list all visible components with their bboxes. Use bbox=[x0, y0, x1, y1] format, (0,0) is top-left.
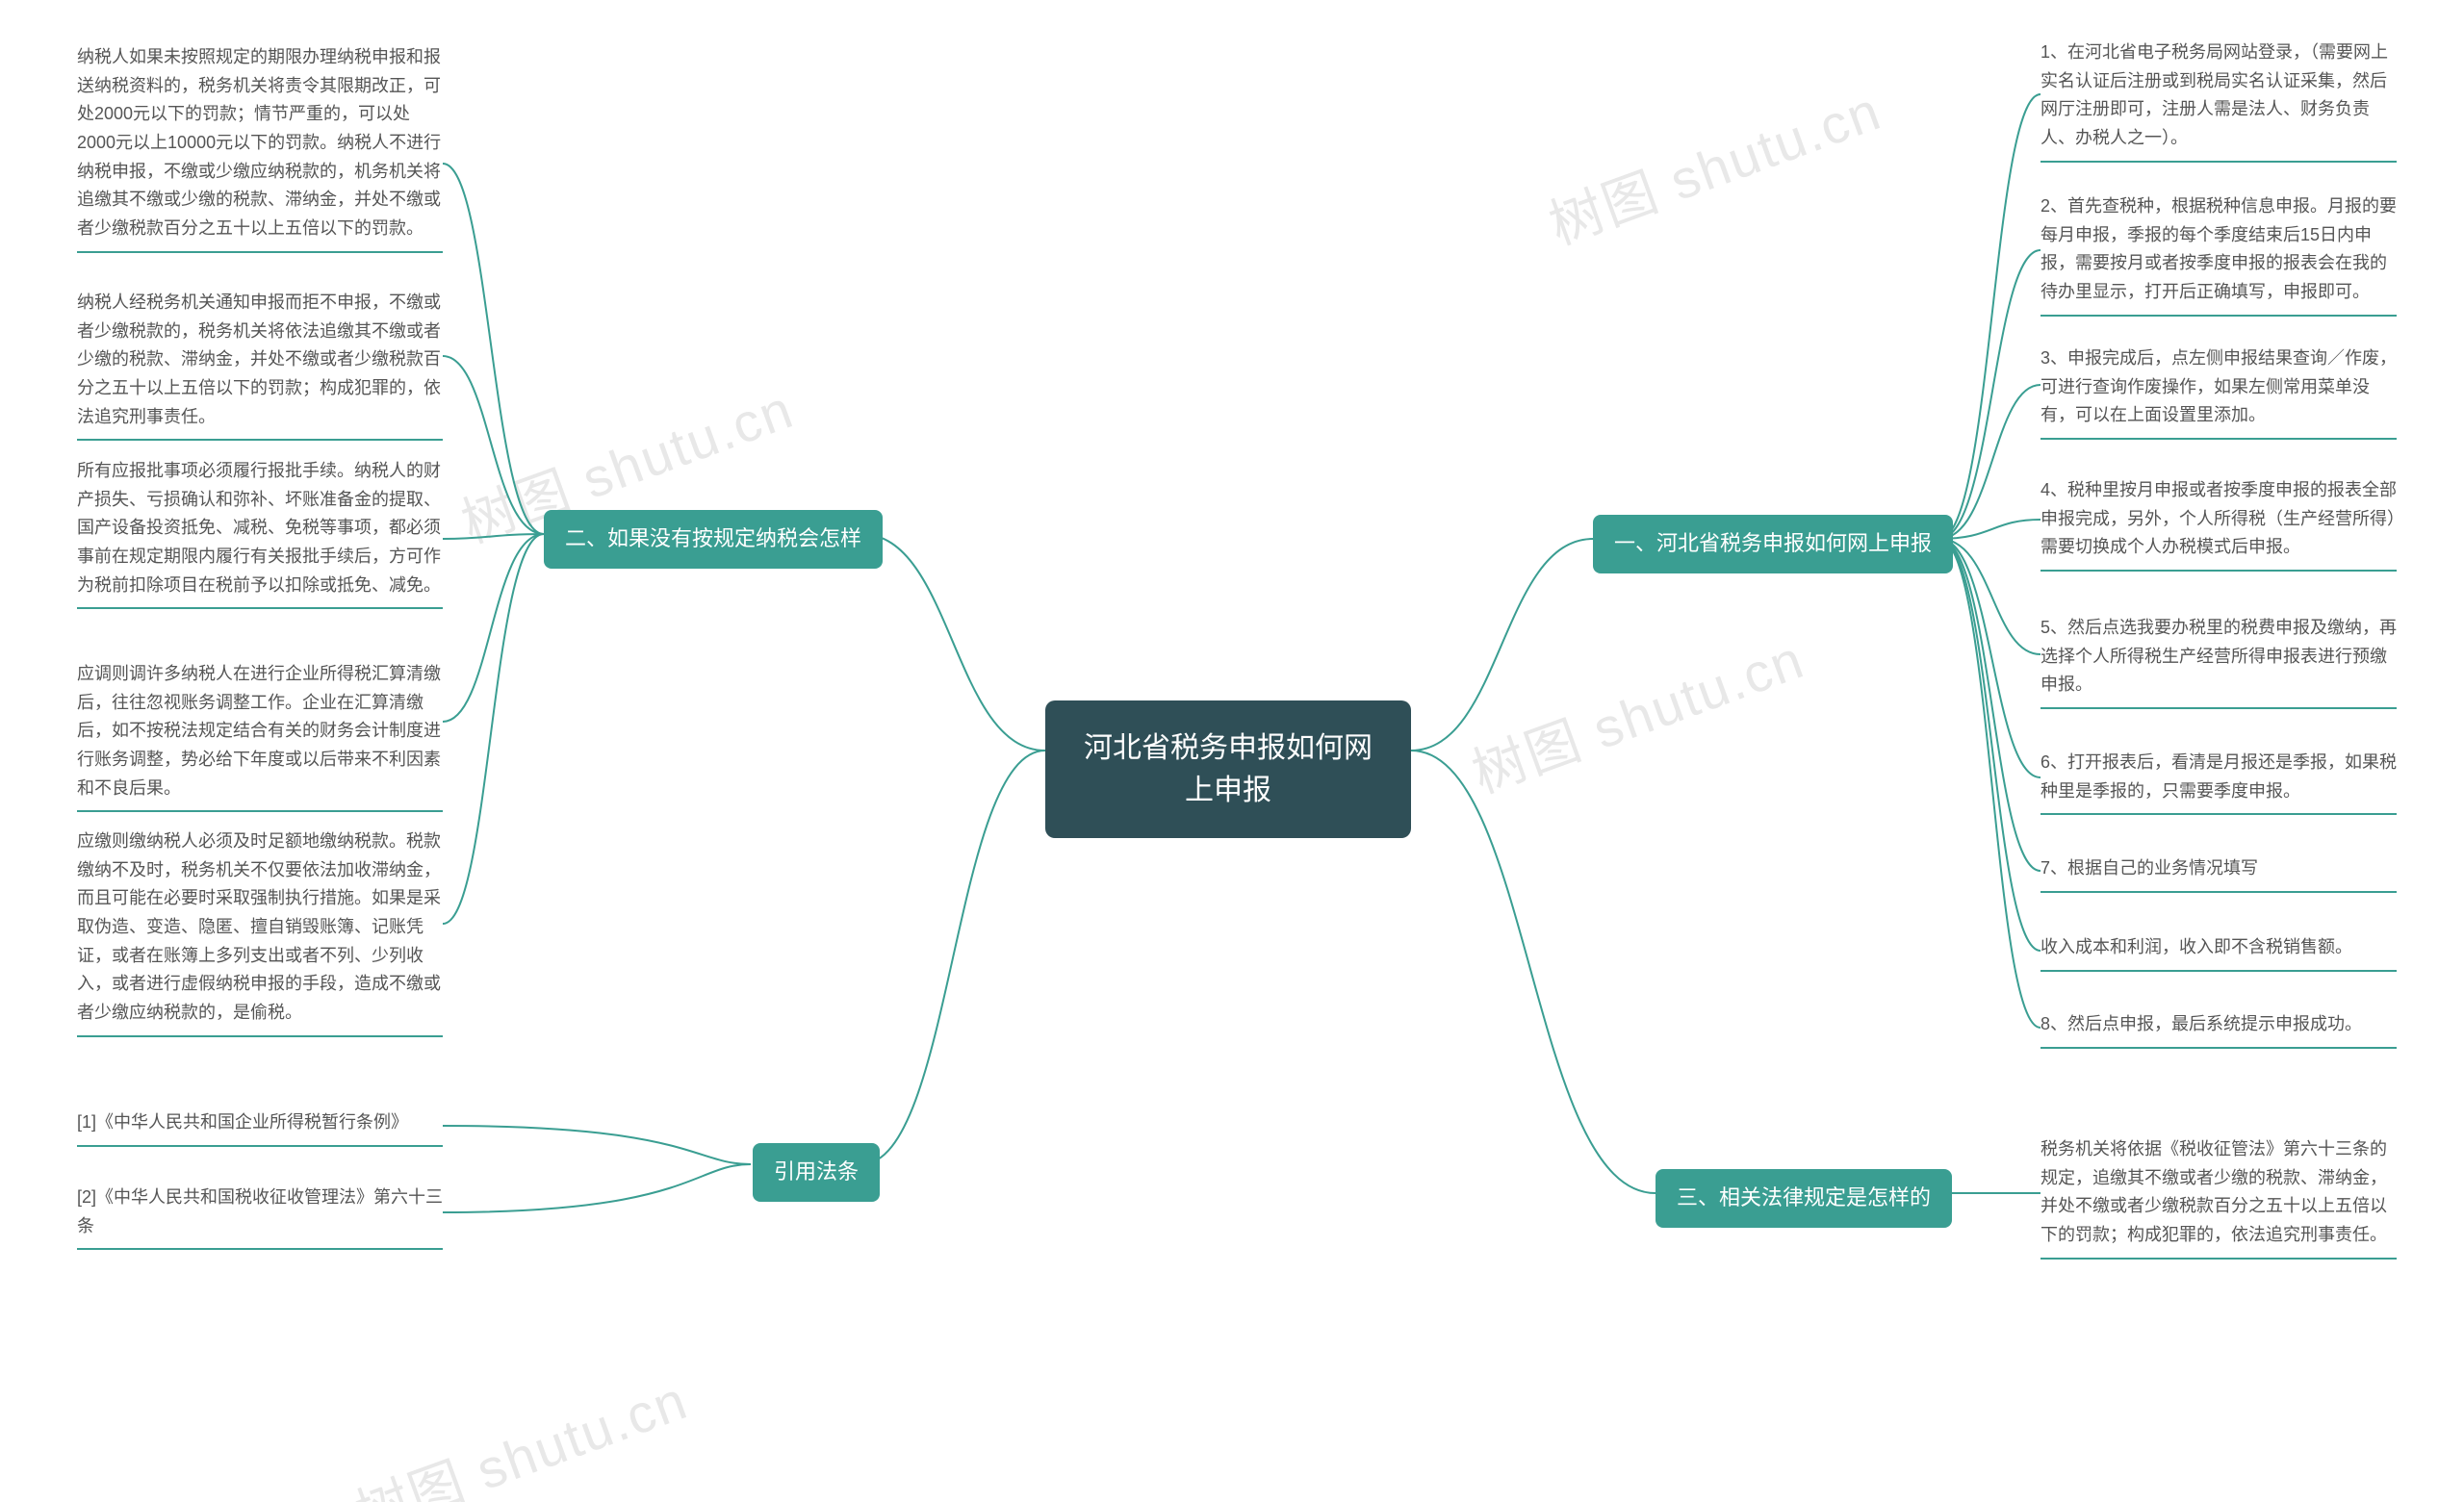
leaf-r8: 8、然后点申报，最后系统提示申报成功。 bbox=[2040, 1010, 2397, 1049]
leaf-l2: 纳税人经税务机关通知申报而拒不申报，不缴或者少缴税款的，税务机关将依法追缴其不缴… bbox=[77, 289, 443, 441]
watermark: 树图 shutu.cn bbox=[1460, 617, 1813, 809]
leaf-legal: 税务机关将依据《税收征管法》第六十三条的规定，追缴其不缴或者少缴的税款、滞纳金，… bbox=[2040, 1135, 2397, 1260]
leaf-r7b-text: 收入成本和利润，收入即不含税销售额。 bbox=[2040, 933, 2397, 972]
branch-3-label: 三、相关法律规定是怎样的 bbox=[1677, 1185, 1931, 1209]
root-node: 河北省税务申报如何网上申报 bbox=[1045, 700, 1411, 838]
leaf-r6-text: 6、打开报表后，看清是月报还是季报，如果税种里是季报的，只需要季度申报。 bbox=[2040, 749, 2397, 815]
watermark: 树图 shutu.cn bbox=[1537, 68, 1890, 261]
leaf-r7-text: 7、根据自己的业务情况填写 bbox=[2040, 854, 2397, 893]
branch-1-label: 一、河北省税务申报如何网上申报 bbox=[1614, 531, 1932, 555]
root-title: 河北省税务申报如何网上申报 bbox=[1084, 732, 1373, 806]
leaf-l3-text: 所有应报批事项必须履行报批手续。纳税人的财产损失、亏损确认和弥补、坏账准备金的提… bbox=[77, 457, 443, 609]
leaf-r6: 6、打开报表后，看清是月报还是季报，如果税种里是季报的，只需要季度申报。 bbox=[2040, 749, 2397, 815]
branch-2-label: 二、如果没有按规定纳税会怎样 bbox=[565, 526, 861, 550]
watermark: 树图 shutu.cn bbox=[344, 1358, 697, 1502]
leaf-l5-text: 应缴则缴纳税人必须及时足额地缴纳税款。税款缴纳不及时，税务机关不仅要依法加收滞纳… bbox=[77, 827, 443, 1037]
leaf-r4-text: 4、税种里按月申报或者按季度申报的报表全部申报完成，另外，个人所得税（生产经营所… bbox=[2040, 476, 2397, 572]
leaf-l1: 纳税人如果未按照规定的期限办理纳税申报和报送纳税资料的，税务机关将责令其限期改正… bbox=[77, 43, 443, 253]
leaf-l1-text: 纳税人如果未按照规定的期限办理纳税申报和报送纳税资料的，税务机关将责令其限期改正… bbox=[77, 43, 443, 253]
branch-3: 三、相关法律规定是怎样的 bbox=[1656, 1169, 1952, 1228]
branch-4: 引用法条 bbox=[753, 1143, 880, 1202]
leaf-l4: 应调则调许多纳税人在进行企业所得税汇算清缴后，往往忽视账务调整工作。企业在汇算清… bbox=[77, 660, 443, 812]
leaf-l3: 所有应报批事项必须履行报批手续。纳税人的财产损失、亏损确认和弥补、坏账准备金的提… bbox=[77, 457, 443, 609]
branch-1: 一、河北省税务申报如何网上申报 bbox=[1593, 515, 1953, 573]
branch-2: 二、如果没有按规定纳税会怎样 bbox=[544, 510, 883, 569]
leaf-r1: 1、在河北省电子税务局网站登录，（需要网上实名认证后注册或到税局实名认证采集，然… bbox=[2040, 38, 2397, 163]
leaf-r2-text: 2、首先查税种，根据税种信息申报。月报的要每月申报，季报的每个季度结束后15日内… bbox=[2040, 192, 2397, 317]
leaf-l4-text: 应调则调许多纳税人在进行企业所得税汇算清缴后，往往忽视账务调整工作。企业在汇算清… bbox=[77, 660, 443, 812]
leaf-l5: 应缴则缴纳税人必须及时足额地缴纳税款。税款缴纳不及时，税务机关不仅要依法加收滞纳… bbox=[77, 827, 443, 1037]
leaf-law1: [1]《中华人民共和国企业所得税暂行条例》 bbox=[77, 1108, 443, 1147]
leaf-legal-text: 税务机关将依据《税收征管法》第六十三条的规定，追缴其不缴或者少缴的税款、滞纳金，… bbox=[2040, 1135, 2397, 1260]
leaf-law2: [2]《中华人民共和国税收征收管理法》第六十三条 bbox=[77, 1184, 443, 1250]
leaf-r5: 5、然后点选我要办税里的税费申报及缴纳，再选择个人所得税生产经营所得申报表进行预… bbox=[2040, 614, 2397, 709]
leaf-r4: 4、税种里按月申报或者按季度申报的报表全部申报完成，另外，个人所得税（生产经营所… bbox=[2040, 476, 2397, 572]
leaf-l2-text: 纳税人经税务机关通知申报而拒不申报，不缴或者少缴税款的，税务机关将依法追缴其不缴… bbox=[77, 289, 443, 441]
leaf-r7: 7、根据自己的业务情况填写 bbox=[2040, 854, 2397, 893]
leaf-r7b: 收入成本和利润，收入即不含税销售额。 bbox=[2040, 933, 2397, 972]
leaf-r1-text: 1、在河北省电子税务局网站登录，（需要网上实名认证后注册或到税局实名认证采集，然… bbox=[2040, 38, 2397, 163]
leaf-r3-text: 3、申报完成后，点左侧申报结果查询／作废，可进行查询作废操作，如果左侧常用菜单没… bbox=[2040, 344, 2397, 440]
leaf-law2-text: [2]《中华人民共和国税收征收管理法》第六十三条 bbox=[77, 1184, 443, 1250]
leaf-r8-text: 8、然后点申报，最后系统提示申报成功。 bbox=[2040, 1010, 2397, 1049]
leaf-r2: 2、首先查税种，根据税种信息申报。月报的要每月申报，季报的每个季度结束后15日内… bbox=[2040, 192, 2397, 317]
leaf-law1-text: [1]《中华人民共和国企业所得税暂行条例》 bbox=[77, 1108, 443, 1147]
leaf-r5-text: 5、然后点选我要办税里的税费申报及缴纳，再选择个人所得税生产经营所得申报表进行预… bbox=[2040, 614, 2397, 709]
branch-4-label: 引用法条 bbox=[774, 1159, 859, 1184]
leaf-r3: 3、申报完成后，点左侧申报结果查询／作废，可进行查询作废操作，如果左侧常用菜单没… bbox=[2040, 344, 2397, 440]
